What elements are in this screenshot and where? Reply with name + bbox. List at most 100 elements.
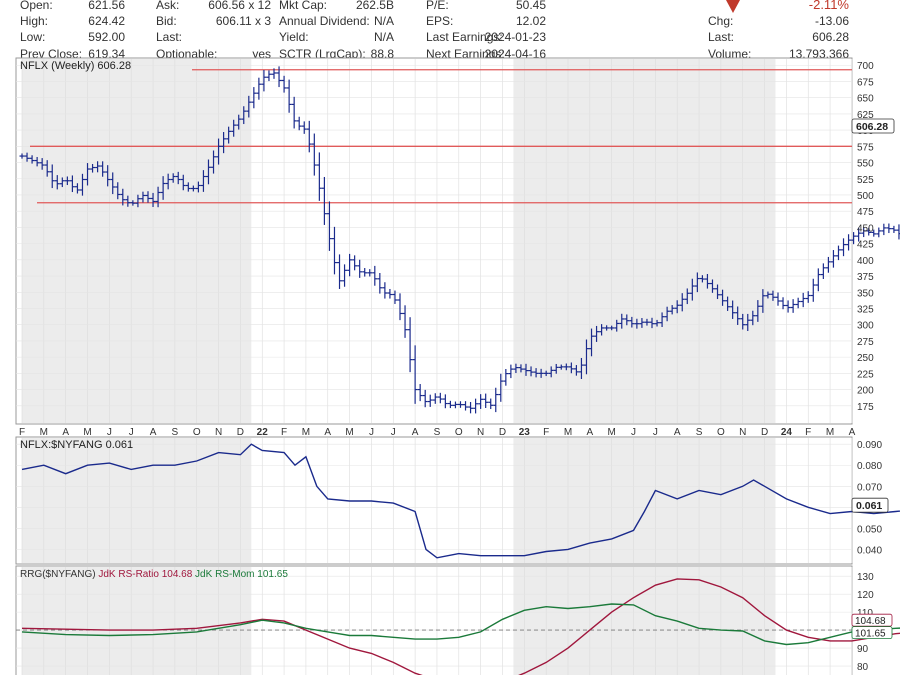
price-bar [654, 319, 660, 327]
price-bar [74, 183, 80, 194]
price-tick-label: 375 [857, 272, 874, 283]
price-bar [412, 345, 418, 404]
month-label: M [83, 427, 91, 438]
rrg-tick-label: 80 [857, 662, 869, 673]
price-bar [830, 250, 836, 268]
last-rrg-badge [851, 613, 893, 627]
price-bar [589, 328, 595, 357]
month-label: A [324, 427, 331, 438]
price-bar [190, 185, 196, 192]
month-label: J [653, 427, 658, 438]
quote-value: N/A [373, 30, 394, 45]
price-bar [85, 163, 91, 186]
price-bar [29, 155, 35, 164]
price-tick-label: 700 [857, 61, 874, 72]
price-bar [694, 272, 700, 293]
price-bar [664, 306, 670, 322]
price-bar [825, 256, 831, 273]
price-bar [100, 161, 106, 177]
price-bar [200, 170, 206, 192]
price-bar [145, 191, 151, 203]
price-bar [311, 133, 317, 176]
price-bar [614, 319, 620, 332]
month-label: A [587, 427, 594, 438]
price-bar [730, 300, 736, 319]
price-panel[interactable]: 175 200 225 250 275 300 325 350 375 400 425 450 475 5… [15, 57, 900, 438]
price-bar [538, 368, 544, 378]
last-ratio-badge [851, 497, 889, 513]
price-bar [709, 279, 715, 293]
month-label: A [150, 427, 157, 438]
price-bar [296, 116, 302, 131]
month-label: D [499, 427, 506, 438]
rrg-panel[interactable]: 8090100110120130 RRG($NYFANG) JdK RS-Rat… [15, 565, 900, 675]
price-bar [165, 173, 171, 190]
quote-value: 2024-01-23 [484, 30, 546, 45]
price-bar [785, 300, 791, 313]
price-bar [185, 182, 191, 192]
month-label: F [805, 427, 811, 438]
price-bar [896, 224, 900, 240]
price-bar [326, 201, 332, 251]
price-bar [362, 268, 368, 277]
price-bar [523, 363, 529, 376]
month-label: 23 [519, 427, 531, 438]
month-label: N [739, 427, 746, 438]
price-bar [241, 106, 247, 125]
price-bar [715, 284, 721, 300]
price-bar [563, 363, 569, 371]
price-bar [357, 259, 363, 278]
rrg-tick-label: 120 [857, 590, 874, 601]
price-bar [810, 278, 816, 302]
price-bar [271, 68, 277, 79]
price-bar [331, 226, 337, 275]
price-tick-label: 625 [857, 110, 874, 121]
price-tick-label: 675 [857, 77, 874, 88]
quote-label: EPS: [426, 14, 454, 29]
rrg-series-line [21, 578, 900, 675]
price-bar [140, 191, 146, 203]
quote-label: Prev Close: [20, 46, 83, 61]
price-bar [568, 362, 574, 374]
price-bar [34, 156, 40, 167]
year-shade [513, 567, 776, 675]
price-bar [624, 314, 630, 326]
year-shade [22, 438, 252, 563]
price-bar [95, 161, 101, 173]
year-shade [513, 59, 776, 423]
month-label: F [543, 427, 549, 438]
price-bar [422, 389, 428, 408]
month-label: A [412, 427, 419, 438]
quote-header: Open: 621.56 High: 624.42 Low: 592.00 Prev Clo… [0, 0, 900, 61]
month-label: J [391, 427, 396, 438]
ratio-tick-label: 0.040 [857, 545, 882, 556]
year-shade [22, 567, 252, 675]
price-bar [866, 227, 872, 236]
price-bar [447, 400, 453, 409]
price-bar [780, 297, 786, 310]
price-bar [457, 401, 463, 408]
price-bar [861, 226, 867, 238]
month-label: S [172, 427, 179, 438]
price-bar [790, 299, 796, 313]
month-label: D [237, 427, 244, 438]
quote-value: -13.06 [814, 14, 849, 29]
price-bar [468, 401, 474, 414]
price-bar [508, 364, 514, 379]
price-bar [266, 70, 272, 82]
month-label: O [455, 427, 463, 438]
price-bar [856, 227, 862, 242]
quote-value: yes [252, 46, 271, 61]
rrg-title-part: RRG($NYFANG) [20, 569, 96, 580]
price-bar [231, 119, 237, 137]
ratio-tick-label: 0.080 [857, 461, 882, 472]
last-rrg-label: 104.68 [855, 616, 886, 627]
rrg-title-part: JdK RS-Mom 101.65 [192, 569, 288, 580]
price-bar [609, 325, 615, 331]
rrg-series-line [21, 603, 900, 646]
quote-label: Bid: [156, 14, 177, 29]
price-bar [150, 192, 156, 207]
price-bar [548, 366, 554, 378]
